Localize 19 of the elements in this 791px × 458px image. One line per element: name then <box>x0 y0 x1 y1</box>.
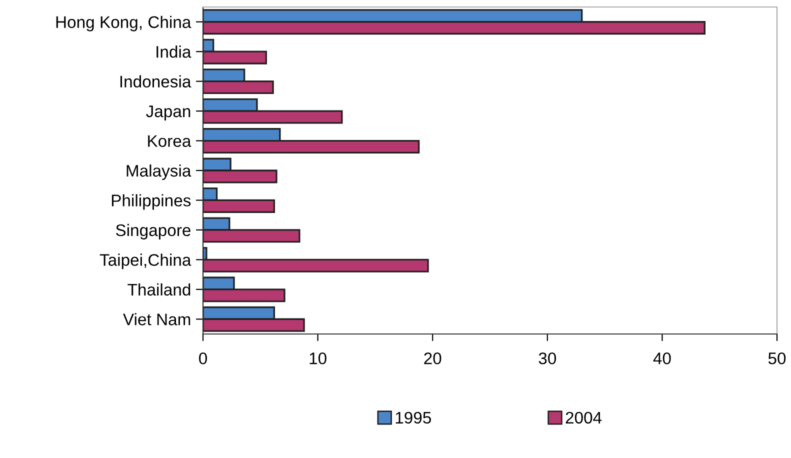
y-tick-label: Singapore <box>116 224 190 240</box>
legend-label: 1995 <box>396 412 431 424</box>
y-tick-label: Taipei,China <box>100 254 192 270</box>
x-tick-label: 20 <box>424 352 442 364</box>
y-tick-label: Malaysia <box>126 164 192 180</box>
x-tick-label: 0 <box>199 352 207 364</box>
x-tick-label: 50 <box>768 352 786 364</box>
x-tick-label: 40 <box>653 352 671 364</box>
x-tick-label: 30 <box>538 352 556 364</box>
y-tick-label: Philippines <box>112 194 191 210</box>
legend-label: 2004 <box>566 412 602 424</box>
y-tick-label: Viet Nam <box>123 313 190 326</box>
y-tick-label: India <box>156 46 192 58</box>
y-tick-label: Hong Kong, China <box>56 16 192 32</box>
y-tick-label: Korea <box>148 135 192 147</box>
y-tick-label: Thailand <box>128 283 190 296</box>
y-tick-label: Japan <box>146 106 190 121</box>
y-tick-label: Indonesia <box>120 75 192 88</box>
x-tick-label: 10 <box>310 352 326 364</box>
